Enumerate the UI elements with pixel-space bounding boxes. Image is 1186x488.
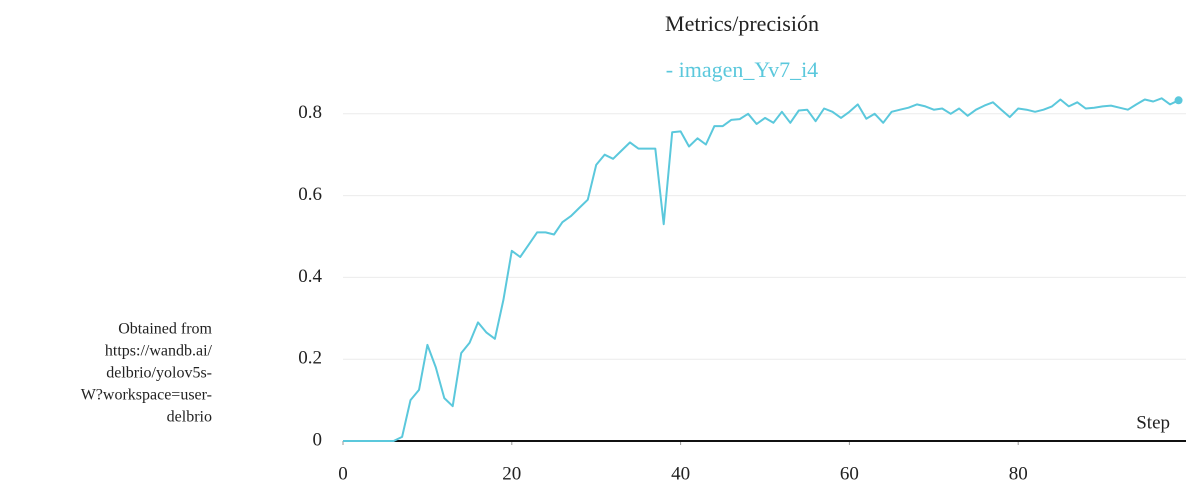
y-tick-label: 0 xyxy=(313,429,323,450)
note-line: delbrio xyxy=(167,409,212,426)
y-tick-label: 0.6 xyxy=(298,184,322,205)
x-tick-label: 20 xyxy=(502,463,521,484)
series-line xyxy=(343,97,1180,442)
legend-entry: - imagen_Yv7_i4 xyxy=(666,57,818,82)
x-tick-label: 0 xyxy=(338,463,348,484)
note-line: delbrio/yolov5s- xyxy=(106,365,212,382)
note-line: Obtained from xyxy=(118,321,212,338)
note-line: https://wandb.ai/ xyxy=(105,343,213,360)
note: Obtained from https://wandb.ai/delbrio/yo… xyxy=(81,321,213,426)
x-axis-label: Step xyxy=(1136,412,1170,433)
x-tick-label: 40 xyxy=(671,463,690,484)
note-line: W?workspace=user- xyxy=(81,387,212,404)
x-tick-label: 80 xyxy=(1009,463,1028,484)
y-tick-label: 0.8 xyxy=(298,102,322,123)
chart-title: Metrics/precisión xyxy=(665,11,819,36)
x-tick-label: 60 xyxy=(840,463,859,484)
last-point xyxy=(1174,96,1183,105)
y-tick-label: 0.4 xyxy=(298,266,322,287)
y-tick-label: 0.2 xyxy=(298,348,322,369)
